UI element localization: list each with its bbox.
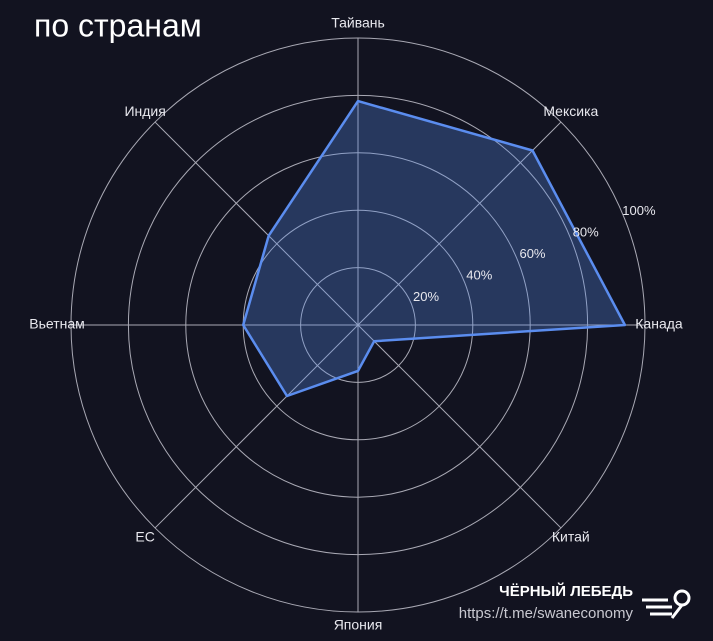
category-label: Тайвань [331,15,385,31]
tick-label: 60% [519,246,545,261]
category-label: Индия [124,103,165,119]
link: https://t.me/swaneconomy [459,605,634,622]
logo-tail [670,604,684,619]
chart-title: по странам [34,7,202,43]
category-label: Япония [334,617,383,633]
radar-area [241,99,627,398]
brand: ЧЁРНЫЙ ЛЕБЕДЬ [499,582,633,600]
axis-spoke [357,121,562,326]
tick-label: 100% [622,203,656,218]
category-label: Мексика [543,103,598,119]
logo-lines [642,598,672,616]
category-label: Канада [635,316,683,332]
axis-spoke [154,324,359,529]
tick-label: 80% [573,224,599,239]
tick-label: 40% [466,267,492,282]
tick-label: 20% [413,289,439,304]
category-label: Вьетнам [29,316,85,332]
category-label: Китай [552,529,590,545]
category-label: ЕС [135,529,154,545]
axis-spoke [357,324,562,529]
grid [70,37,646,613]
logo [642,589,691,619]
axis-spoke [154,121,359,326]
